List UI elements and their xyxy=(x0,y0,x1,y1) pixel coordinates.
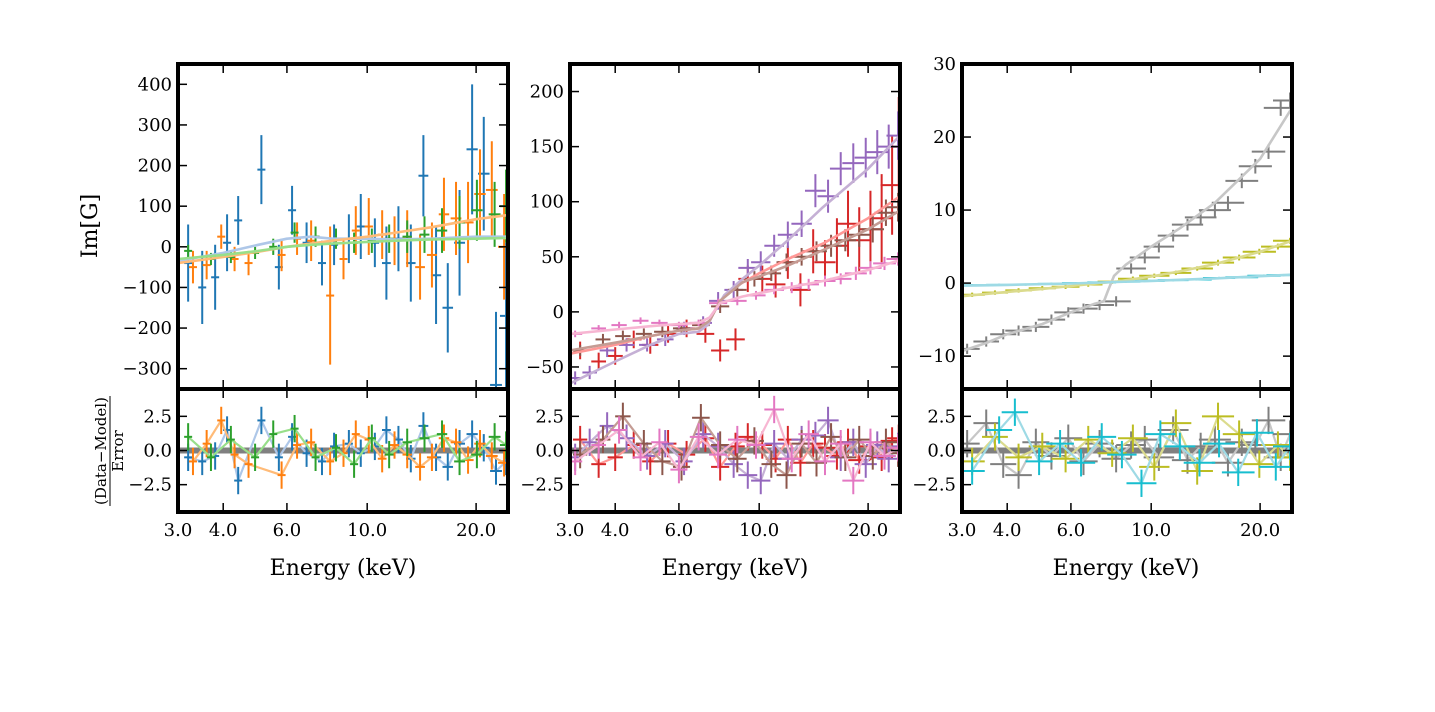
x-tick-label: 6.0 xyxy=(665,520,694,541)
x-tick-label: 20.0 xyxy=(1240,520,1280,541)
axes-frame xyxy=(960,62,1294,391)
x-tick-label: 6.0 xyxy=(1057,520,1086,541)
panel-left-bottom: −2.5 0.0 2.5 3.0 4.0 6.0 10.0 20.0 xyxy=(128,387,510,541)
y-tick-label: 400 xyxy=(138,74,172,95)
y-tick-label: −2.5 xyxy=(128,475,172,496)
y-tick-label: 0 xyxy=(161,237,172,258)
plot-area xyxy=(178,84,508,389)
panel-left: −300 −200 −100 0 100 200 300 400 −2.5 0.0 2.5 3.0 4… xyxy=(78,62,510,581)
green-model-line xyxy=(178,236,508,261)
plot-area xyxy=(570,97,900,385)
y-tick-label: −200 xyxy=(123,318,172,339)
panel-right-xlabel: Energy (keV) xyxy=(1053,556,1200,581)
y-tick-label: 0.0 xyxy=(927,441,956,462)
y-tick-label: 100 xyxy=(530,192,564,213)
residual-ylabel-denominator: Error xyxy=(109,429,127,471)
plot-area xyxy=(962,92,1292,354)
y-tick-label: −2.5 xyxy=(520,475,564,496)
x-tick-label: 10.0 xyxy=(347,520,387,541)
x-tick-label: 10.0 xyxy=(739,520,779,541)
x-tick-label: 3.0 xyxy=(948,520,977,541)
y-tick-label: −2.5 xyxy=(912,475,956,496)
panel-left-ylabel: Im[G] xyxy=(78,194,103,258)
y-tick-label: 300 xyxy=(138,115,172,136)
panel-middle-xlabel: Energy (keV) xyxy=(662,556,809,581)
y-tick-label: 50 xyxy=(541,247,564,268)
y-tick-label: −300 xyxy=(123,359,172,380)
panel-left-xlabel: Energy (keV) xyxy=(270,556,417,581)
green-residuals-line xyxy=(187,427,507,466)
y-tick-label: 150 xyxy=(530,137,564,158)
pink-model-line xyxy=(570,258,900,336)
panel-right-bottom: −2.5 0.0 2.5 3.0 4.0 6.0 10.0 20.0 xyxy=(912,387,1294,541)
y-tick-label: 10 xyxy=(933,200,956,221)
residual-ylabel: (Data−Model) Error xyxy=(92,396,127,506)
plot-area xyxy=(570,395,900,495)
brown-residuals-line xyxy=(579,414,899,477)
y-tick-label: 2.5 xyxy=(927,406,956,427)
residual-ylabel-numerator: (Data−Model) xyxy=(92,397,110,505)
x-tick-label: 4.0 xyxy=(601,520,630,541)
y-tick-label: 20 xyxy=(933,127,956,148)
panel-middle-top: −50 0 50 100 150 200 xyxy=(526,62,902,391)
y-tick-label: 100 xyxy=(138,196,172,217)
y-tick-label: −10 xyxy=(918,346,956,367)
y-tick-label: 0 xyxy=(553,302,564,323)
x-tick-label: 3.0 xyxy=(164,520,193,541)
panel-left-top: −300 −200 −100 0 100 200 300 400 xyxy=(123,62,510,391)
x-tick-label: 6.0 xyxy=(273,520,302,541)
y-tick-label: 30 xyxy=(933,54,956,75)
x-tick-label: 10.0 xyxy=(1131,520,1171,541)
panel-middle: −50 0 50 100 150 200 −2.5 0.0 2.5 3.0 4.0 6.0 10.0 2… xyxy=(520,62,902,581)
panel-middle-bottom: −2.5 0.0 2.5 3.0 4.0 6.0 10.0 20.0 xyxy=(520,387,902,541)
y-tick-label: 2.5 xyxy=(535,406,564,427)
cyan-model-line xyxy=(962,273,1292,287)
y-tick-label: 200 xyxy=(138,156,172,177)
panel-right: −10 0 10 20 30 −2.5 0.0 2.5 3.0 4.0 6.0 10.0 20.0 E… xyxy=(912,54,1294,581)
y-tick-label: 0.0 xyxy=(535,441,564,462)
plot-area xyxy=(962,398,1292,497)
plot-area xyxy=(178,406,508,495)
y-tick-label: 2.5 xyxy=(143,406,172,427)
y-tick-label: −50 xyxy=(526,357,564,378)
x-tick-label: 20.0 xyxy=(848,520,888,541)
x-tick-label: 20.0 xyxy=(456,520,496,541)
y-tick-label: 0.0 xyxy=(143,441,172,462)
x-tick-label: 3.0 xyxy=(556,520,585,541)
x-tick-label: 4.0 xyxy=(209,520,238,541)
gray-model-line xyxy=(962,107,1292,353)
x-tick-label: 4.0 xyxy=(993,520,1022,541)
y-tick-label: 0 xyxy=(945,273,956,294)
brown-model-line xyxy=(570,209,900,352)
y-tick-label: 200 xyxy=(530,82,564,103)
olive-model-line xyxy=(962,239,1292,298)
panel-right-top: −10 0 10 20 30 xyxy=(918,54,1294,391)
y-tick-label: −100 xyxy=(123,277,172,298)
